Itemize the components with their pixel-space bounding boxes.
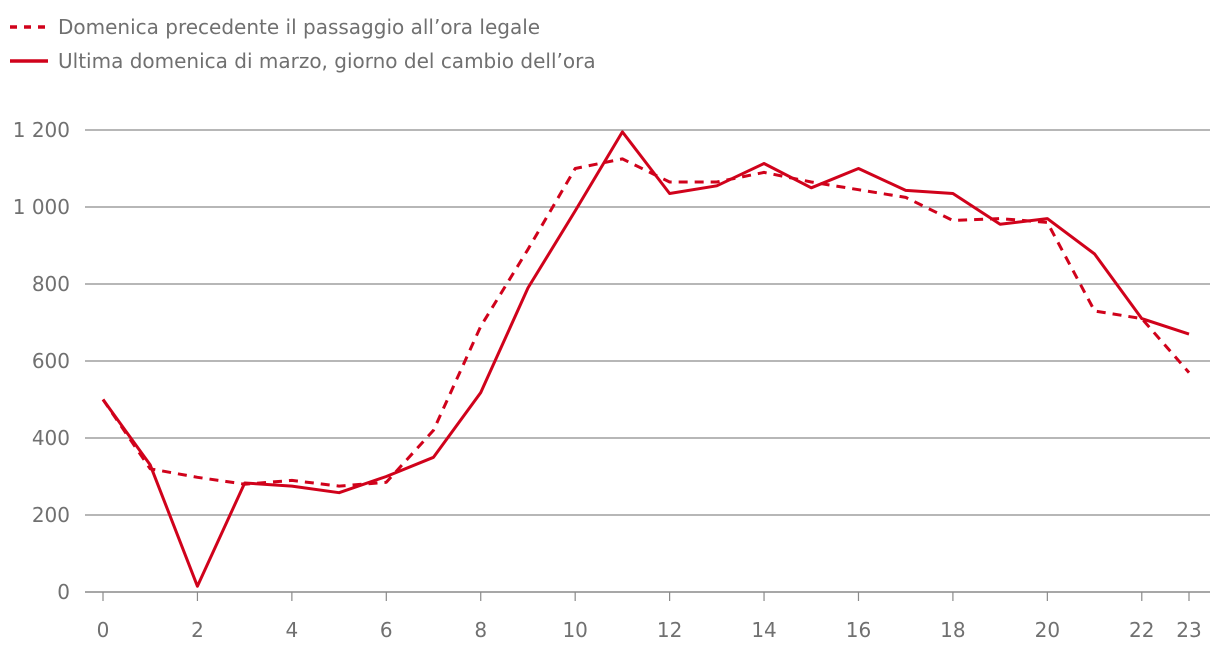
series-lines xyxy=(101,130,1191,588)
x-tick-label: 18 xyxy=(940,618,965,642)
y-tick-label: 1 000 xyxy=(13,195,70,219)
y-tick-label: 0 xyxy=(57,580,70,604)
solid-line-swatch-icon xyxy=(10,59,48,63)
x-tick-label: 22 xyxy=(1129,618,1154,642)
legend: Domenica precedente il passaggio all’ora… xyxy=(10,10,596,78)
x-tick-label: 8 xyxy=(474,618,487,642)
x-tick-label: 20 xyxy=(1035,618,1060,642)
x-tick-label: 10 xyxy=(562,618,587,642)
y-axis-tick-labels: 0 200 400 600 800 1 000 1 200 xyxy=(13,118,70,604)
x-tick-label: 2 xyxy=(191,618,204,642)
series-line-change-day[interactable] xyxy=(101,130,1190,588)
legend-item-previous-sunday[interactable]: Domenica precedente il passaggio all’ora… xyxy=(10,10,596,44)
x-tick-label: 6 xyxy=(380,618,393,642)
gridlines xyxy=(85,129,1210,593)
legend-label-change-day: Ultima domenica di marzo, giorno del cam… xyxy=(58,49,596,73)
y-tick-label: 600 xyxy=(32,349,70,373)
y-tick-label: 200 xyxy=(32,503,70,527)
x-tick-label: 14 xyxy=(751,618,776,642)
legend-label-previous-sunday: Domenica precedente il passaggio all’ora… xyxy=(58,15,541,39)
x-tick-label: 23 xyxy=(1176,618,1201,642)
x-tick-label: 0 xyxy=(97,618,110,642)
y-tick-label: 800 xyxy=(32,272,70,296)
dashed-line-swatch-icon xyxy=(10,25,48,29)
y-tick-label: 1 200 xyxy=(13,118,70,142)
y-tick-label: 400 xyxy=(32,426,70,450)
x-tick-label: 16 xyxy=(846,618,871,642)
x-axis: 0 2 4 6 8 10 12 14 16 18 20 22 23 xyxy=(97,592,1202,642)
x-tick-label: 4 xyxy=(286,618,299,642)
x-tick-label: 12 xyxy=(657,618,682,642)
series-line-previous-sunday[interactable] xyxy=(101,157,1191,488)
legend-item-change-day[interactable]: Ultima domenica di marzo, giorno del cam… xyxy=(10,44,596,78)
